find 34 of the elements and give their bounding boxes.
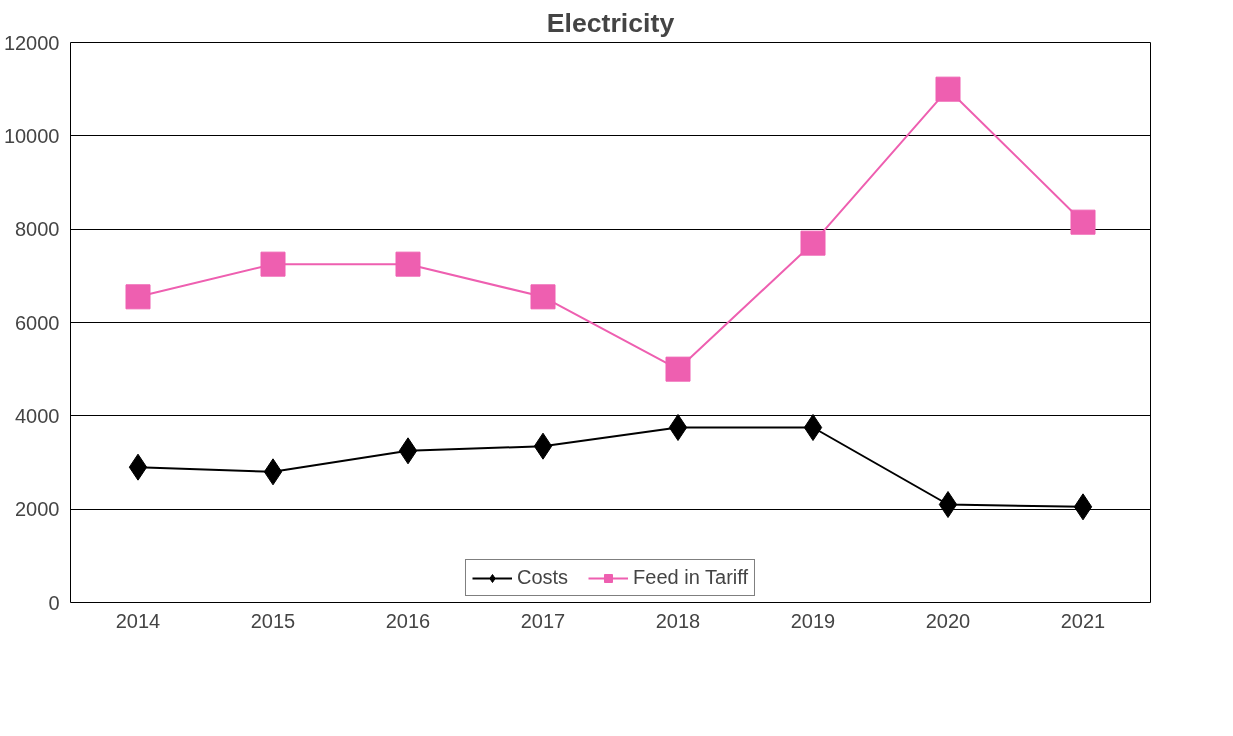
y-tick-label: 12000: [3, 31, 60, 54]
point: [398, 437, 418, 465]
x-tick-label: 2015: [250, 609, 296, 632]
point: [395, 251, 421, 277]
y-tick-label: 2000: [15, 498, 60, 521]
point: [128, 453, 148, 481]
point: [938, 491, 958, 518]
y-tick-label: 0: [48, 591, 60, 614]
point: [668, 414, 688, 441]
point: [1070, 209, 1096, 235]
point: [533, 432, 553, 460]
x-tick-label: 2016: [385, 609, 431, 632]
x-tick-label: 2021: [1060, 609, 1106, 632]
x-tick-label: 2020: [925, 609, 971, 632]
x-tick-label: 2018: [655, 609, 701, 632]
legend-label: Feed in Tariff: [633, 566, 749, 589]
point: [125, 284, 151, 310]
y-tick-label: 10000: [3, 124, 60, 147]
y-tick-label: 6000: [15, 311, 60, 334]
point: [530, 284, 556, 310]
point: [665, 356, 691, 382]
point: [935, 76, 961, 102]
y-tick-label: 8000: [15, 218, 60, 241]
point: [1073, 493, 1093, 521]
legend-label: Costs: [516, 566, 569, 589]
x-tick-label: 2014: [115, 609, 161, 632]
y-tick-label: 4000: [15, 404, 60, 427]
point: [260, 251, 286, 277]
x-tick-label: 2017: [520, 609, 566, 632]
chart-title: Electricity: [546, 7, 675, 38]
point: [800, 230, 826, 256]
point: [803, 414, 823, 441]
x-tick-label: 2019: [790, 609, 836, 632]
point: [263, 458, 283, 486]
